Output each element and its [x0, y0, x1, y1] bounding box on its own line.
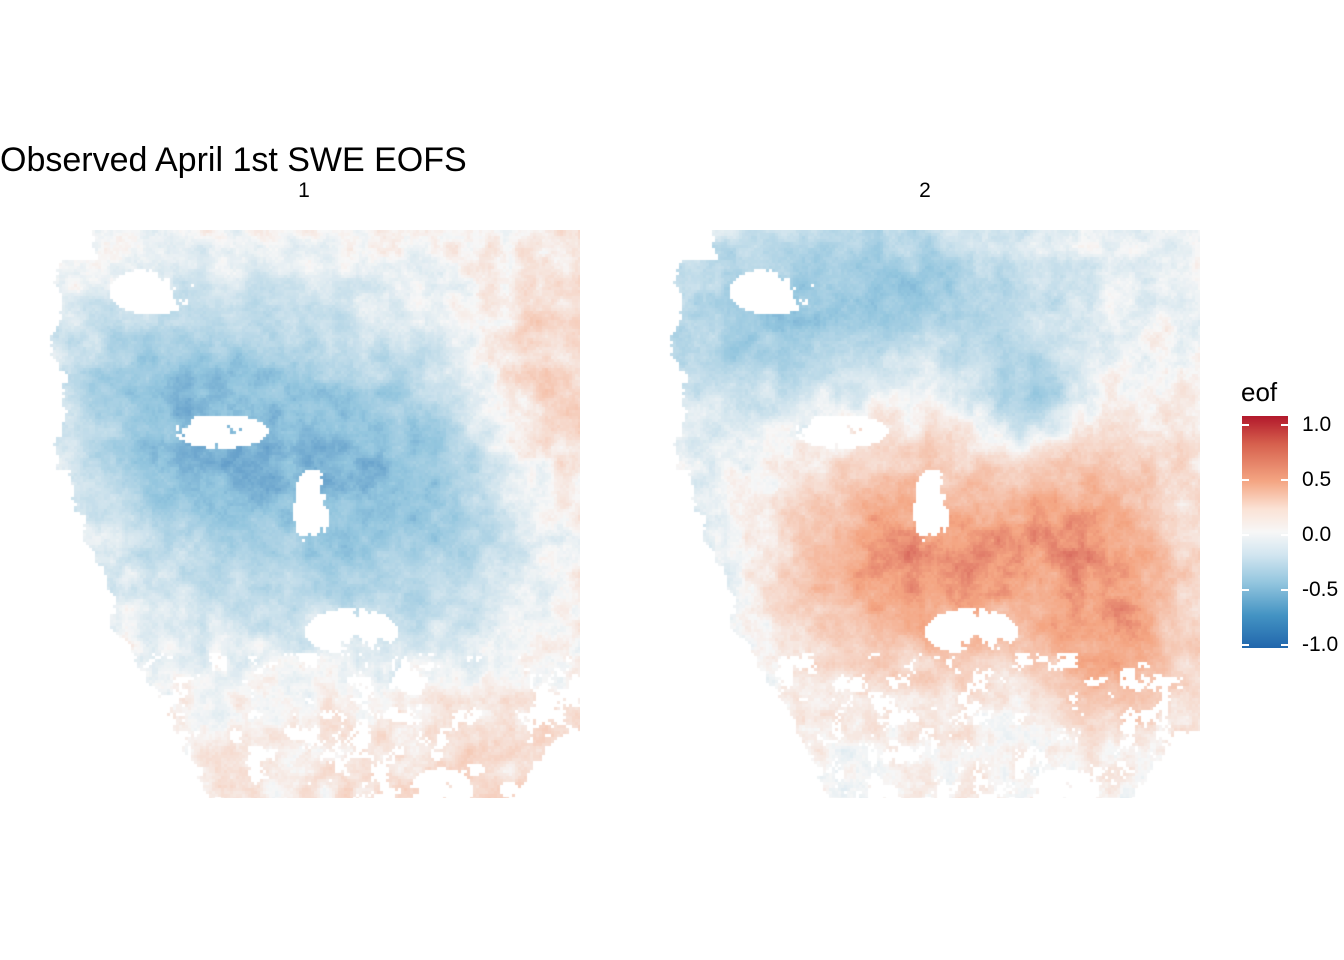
legend-label-0: 0.0 [1302, 523, 1332, 546]
legend-tick-mark [1242, 534, 1249, 536]
legend-tick-mark [1281, 479, 1288, 481]
legend-label-0-5: 0.5 [1302, 468, 1332, 491]
legend-label-1: 1.0 [1302, 413, 1332, 436]
legend-tick-mark [1242, 644, 1249, 646]
legend-tick-mark [1281, 644, 1288, 646]
legend-colorbar [1242, 416, 1288, 648]
eof-map-2 [640, 230, 1200, 798]
legend-label-neg-1: -1.0 [1302, 633, 1339, 656]
chart-title: Observed April 1st SWE EOFS [0, 141, 467, 179]
eof-map-1 [20, 230, 580, 798]
legend-label-neg-0-5: -0.5 [1302, 578, 1339, 601]
legend-tick-mark [1242, 479, 1249, 481]
legend-tick-mark [1242, 589, 1249, 591]
legend-tick-mark [1281, 589, 1288, 591]
legend-tick-mark [1281, 534, 1288, 536]
legend-tick-mark [1281, 424, 1288, 426]
facet-label-2: 2 [919, 179, 931, 202]
legend-title: eof [1241, 377, 1278, 407]
legend-tick-mark [1242, 424, 1249, 426]
facet-label-1: 1 [298, 179, 310, 202]
